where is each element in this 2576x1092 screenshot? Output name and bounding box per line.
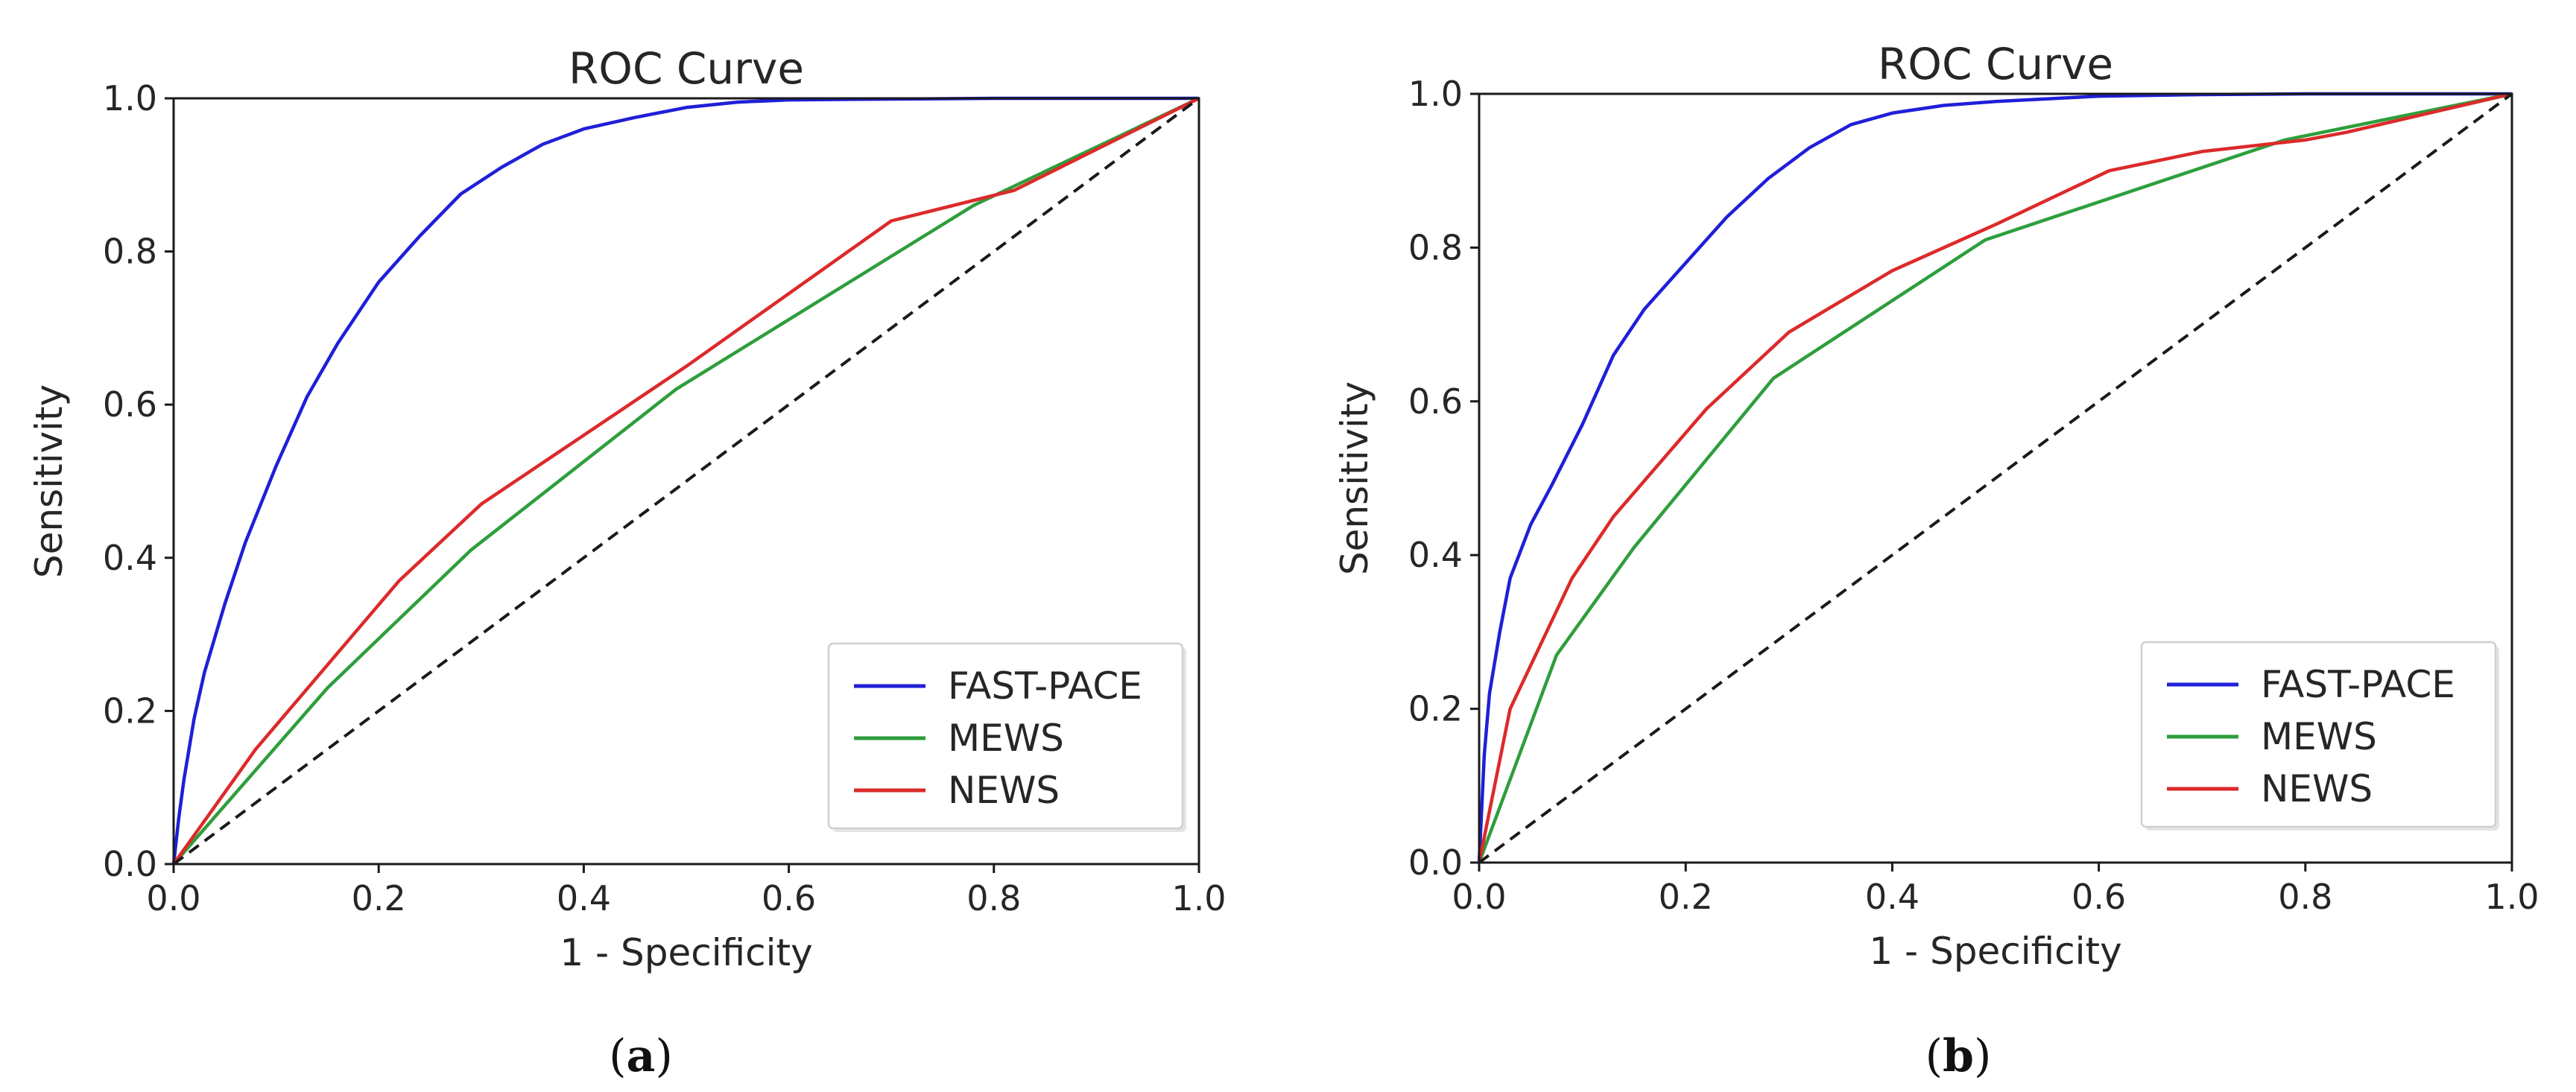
chart-title: ROC Curve	[569, 43, 804, 94]
panel-caption: (b)	[1925, 1030, 1992, 1082]
legend-label: FAST-PACE	[2261, 663, 2455, 706]
caption-close-paren: )	[1974, 1030, 1991, 1082]
x-tick-label: 0.0	[146, 878, 200, 918]
y-tick-label: 0.0	[1408, 842, 1463, 883]
roc-chart-a: ROC Curve 0.0 0.2 0.4 0.6 0.8 1.0 0.0 0.2 0.4 0.6 0…	[28, 43, 1227, 1082]
caption-open-paren: (	[609, 1030, 626, 1082]
series-line-fast-pace	[1478, 92, 2512, 863]
y-tick-label: 0.6	[1408, 381, 1463, 422]
y-axis-label: Sensitivity	[28, 384, 71, 578]
x-tick-label: 0.0	[1452, 877, 1506, 917]
x-tick-label: 0.4	[557, 878, 611, 918]
legend: FAST-PACE MEWS NEWS	[827, 642, 1186, 832]
panel-caption: (a)	[609, 1030, 673, 1082]
x-tick-label: 0.6	[762, 878, 816, 918]
series-line-mews	[172, 96, 1200, 866]
legend-box	[2140, 641, 2497, 828]
x-tick-label: 1.0	[1171, 878, 1226, 918]
roc-chart-b: ROC Curve 0.0 0.2 0.4 0.6 0.8 1.0 0.0 0.2 0.4 0.6 0…	[1333, 39, 2539, 1082]
y-tick-label: 0.4	[1408, 535, 1463, 575]
chance-diagonal-line	[172, 97, 1200, 866]
legend-label: MEWS	[2261, 715, 2377, 758]
plot-frame	[1478, 92, 2513, 864]
legend-label: FAST-PACE	[948, 664, 1142, 708]
x-tick-label: 0.8	[2278, 877, 2332, 917]
y-tick-label: 0.2	[103, 691, 157, 731]
x-tick-label: 0.6	[2072, 877, 2126, 917]
legend-box	[827, 642, 1184, 830]
x-tick-label: 0.8	[966, 878, 1021, 918]
y-tick-label: 0.6	[103, 384, 157, 425]
series-line-fast-pace	[172, 96, 1199, 865]
x-tick-label: 0.4	[1865, 877, 1920, 917]
plot-area	[172, 96, 1200, 866]
legend: FAST-PACE MEWS NEWS	[2140, 641, 2499, 831]
caption-close-paren: )	[655, 1030, 672, 1082]
x-tick-label: 0.2	[1659, 877, 1713, 917]
chance-diagonal-line	[1478, 92, 2513, 864]
y-axis-label: Sensitivity	[1333, 381, 1376, 575]
chart-title: ROC Curve	[1878, 39, 2113, 89]
x-axis-label: 1 - Specificity	[1869, 930, 2121, 973]
y-tick-label: 0.2	[1408, 689, 1463, 729]
caption-letter: a	[627, 1030, 656, 1082]
x-tick-label: 1.0	[2484, 877, 2539, 917]
legend-label: MEWS	[948, 717, 1064, 760]
y-tick-label: 1.0	[1408, 74, 1463, 114]
caption-letter: b	[1943, 1030, 1974, 1082]
legend-label: NEWS	[948, 769, 1060, 812]
y-tick-label: 0.8	[1408, 227, 1463, 267]
x-axis-label: 1 - Specificity	[560, 931, 812, 974]
series-line-mews	[1478, 92, 2513, 863]
y-tick-label: 0.8	[103, 232, 157, 272]
x-tick-label: 0.2	[352, 878, 406, 918]
series-line-news	[172, 96, 1200, 866]
plot-frame	[172, 97, 1200, 866]
series-line-news	[1478, 92, 2513, 863]
y-tick-label: 1.0	[103, 78, 157, 118]
plot-area	[1478, 92, 2513, 864]
y-tick-label: 0.4	[103, 538, 157, 578]
y-tick-label: 0.0	[103, 844, 157, 884]
caption-open-paren: (	[1925, 1030, 1943, 1082]
legend-label: NEWS	[2261, 767, 2373, 810]
